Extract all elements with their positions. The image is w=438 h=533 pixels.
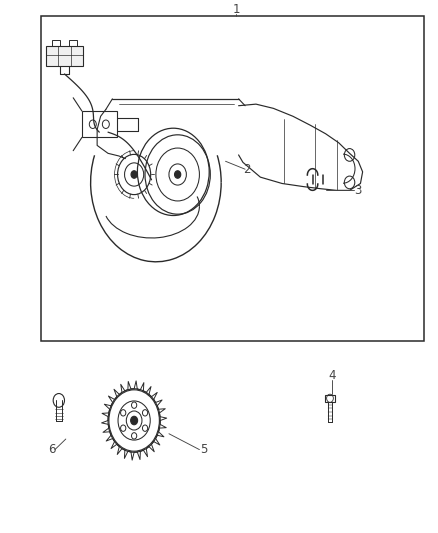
Text: 5: 5 [200,443,208,456]
Bar [52,39,60,46]
Bar [41,16,424,341]
Text: 6: 6 [48,443,55,456]
Circle shape [131,416,138,425]
Text: 2: 2 [244,163,251,176]
Text: 3: 3 [355,184,362,197]
Text: 1: 1 [233,3,240,16]
Bar [46,46,83,66]
Circle shape [175,171,181,178]
Bar [325,394,335,402]
Bar [82,111,117,138]
Circle shape [131,171,137,178]
Bar [69,39,77,46]
Text: 4: 4 [328,369,336,382]
